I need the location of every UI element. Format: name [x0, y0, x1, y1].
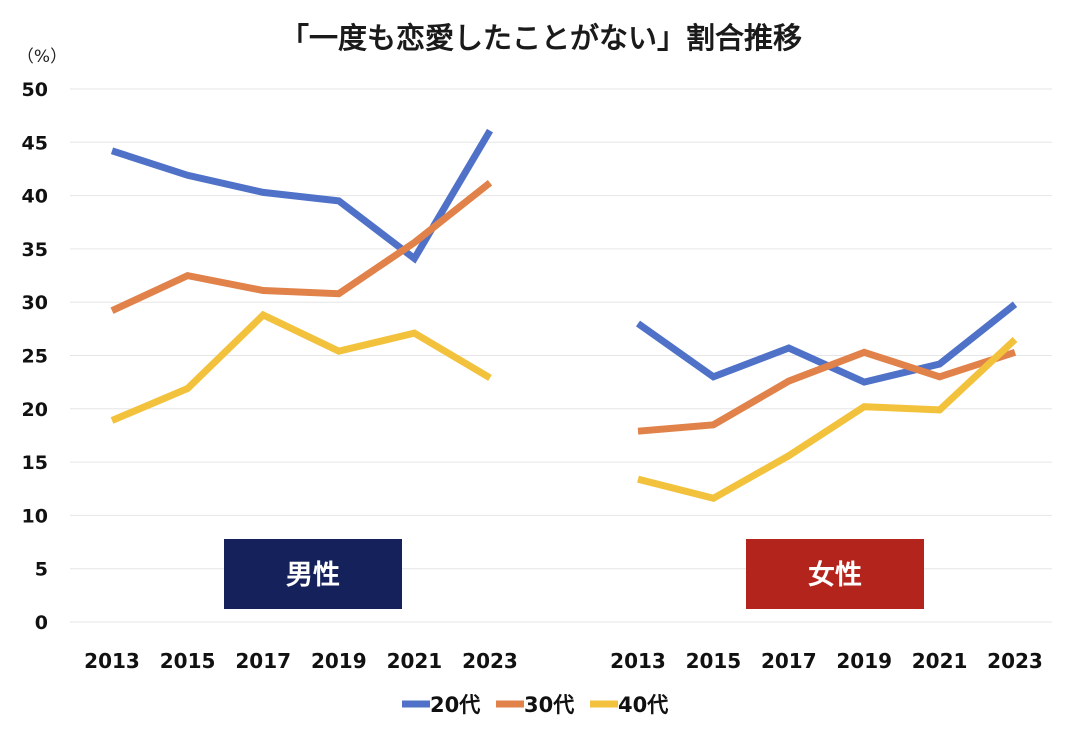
chart-title: 「一度も恋愛したことがない」割合推移: [280, 21, 802, 55]
panel-label-badge: [224, 539, 402, 609]
chart-panels: 男性 2013 2015 2017 2019 2021 2023 女性 2013 2015 2017…: [84, 128, 1043, 673]
panel-label-badge: [746, 539, 924, 609]
series-line-30代: [637, 348, 1017, 435]
x-tick-label: 2019: [836, 649, 892, 673]
x-tick-label: 2021: [912, 649, 968, 673]
legend-label: 30代: [524, 693, 574, 717]
legend-label: 40代: [618, 693, 668, 717]
panel-1: 男性 2013 2015 2017 2019 2021 2023: [84, 128, 518, 673]
y-tick-label: 25: [22, 346, 48, 368]
y-axis-ticks: 0 5 10 15 20 25 30 35 40 45 50: [22, 79, 48, 634]
series-line-20代: [110, 128, 494, 264]
x-tick-label: 2019: [311, 649, 367, 673]
y-tick-label: 30: [22, 292, 48, 314]
y-tick-label: 0: [35, 612, 48, 634]
legend-label: 20代: [430, 693, 480, 717]
panel-label-text: 男性: [286, 560, 340, 591]
y-tick-label: 15: [22, 452, 48, 474]
y-tick-label: 45: [22, 132, 48, 154]
y-axis-unit-label: （%）: [17, 47, 67, 67]
legend: 20代 30代 40代: [402, 693, 668, 717]
y-tick-label: 40: [22, 186, 48, 208]
x-tick-label: 2023: [987, 649, 1043, 673]
series-line-40代: [637, 336, 1018, 503]
series-line-30代: [110, 180, 493, 314]
y-tick-label: 5: [35, 559, 48, 581]
x-tick-label: 2013: [84, 649, 140, 673]
series-line-40代: [110, 310, 492, 424]
y-tick-label: 10: [22, 505, 48, 527]
x-tick-label: 2021: [387, 649, 443, 673]
x-tick-label: 2013: [610, 649, 666, 673]
x-tick-label: 2017: [235, 649, 291, 673]
y-tick-label: 35: [22, 239, 48, 261]
panel-label-text: 女性: [808, 559, 862, 591]
x-tick-label: 2023: [462, 649, 518, 673]
x-tick-label: 2017: [761, 649, 817, 673]
x-tick-label: 2015: [160, 649, 216, 673]
x-tick-label: 2015: [686, 649, 742, 673]
panel-2: 女性 2013 2015 2017 2019 2021 2023: [610, 301, 1043, 673]
y-tick-label: 50: [22, 79, 48, 101]
y-tick-label: 20: [22, 399, 48, 421]
